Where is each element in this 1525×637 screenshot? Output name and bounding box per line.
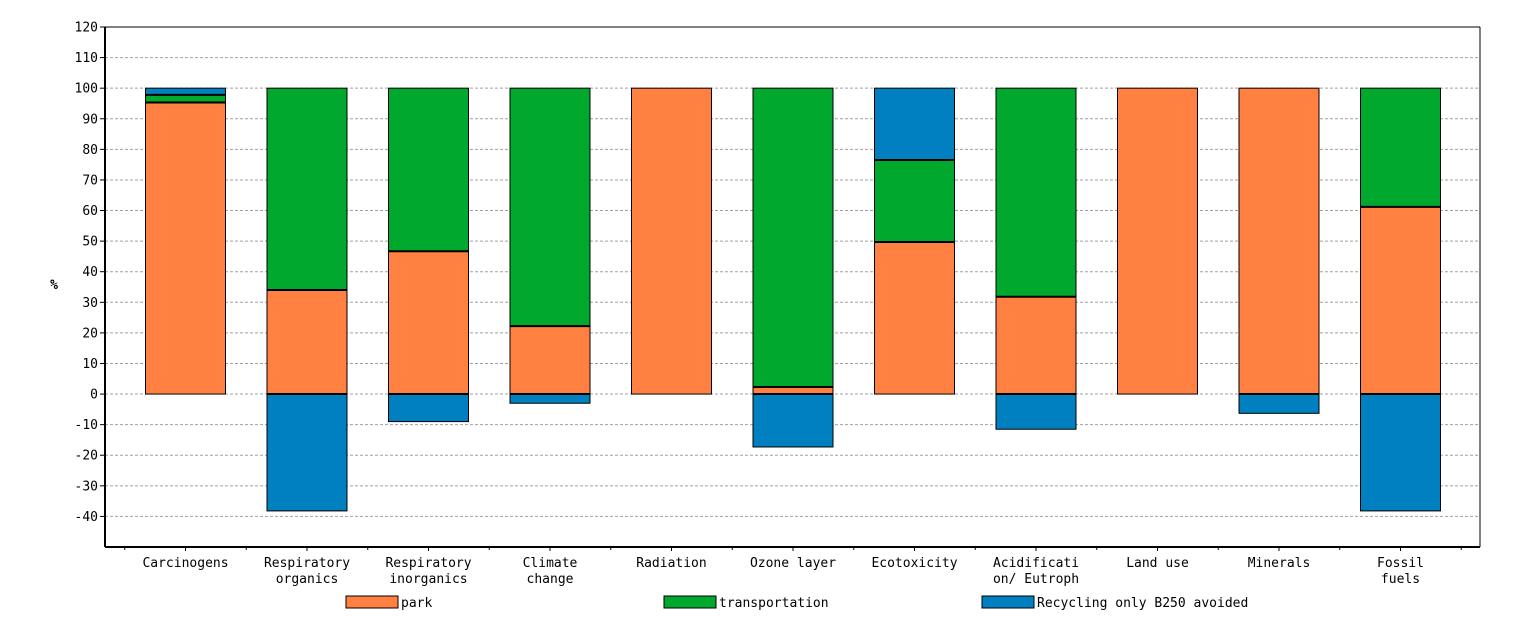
legend-swatch <box>345 595 399 609</box>
bar-segment <box>995 296 1077 395</box>
bar-segment <box>1238 393 1320 414</box>
bar-segment <box>388 87 469 252</box>
x-category-label: Carcinogens <box>142 556 228 571</box>
bar-segment <box>874 159 955 243</box>
bar-segment <box>1117 87 1198 395</box>
bar-segment <box>509 393 591 404</box>
bar-segment <box>995 87 1077 298</box>
y-tick-label: 50 <box>82 235 98 250</box>
y-tick-label: 100 <box>75 82 98 97</box>
bar-segment <box>752 393 834 448</box>
x-category-label: on/ Eutroph <box>993 572 1079 587</box>
bar-segment <box>145 94 226 104</box>
x-category-label: Respiratory <box>264 556 350 571</box>
bar-segment <box>266 87 348 291</box>
bar-segment <box>388 393 469 423</box>
bar-segment <box>145 102 226 395</box>
x-category-label: Ozone layer <box>750 556 836 571</box>
bar-segment <box>145 87 226 96</box>
bar-segment <box>752 386 834 395</box>
bar-segment <box>266 393 348 512</box>
x-category-label: fuels <box>1381 572 1420 587</box>
y-axis-label: % <box>50 278 58 293</box>
legend-entry-label: Recycling only B250 avoided <box>1037 596 1248 611</box>
bar-segment <box>509 87 591 327</box>
y-tick-label: 10 <box>82 357 98 372</box>
y-tick-label: 60 <box>82 204 98 219</box>
x-category-label: Radiation <box>636 556 706 571</box>
y-tick-label: 20 <box>82 326 98 341</box>
y-tick-label: -10 <box>75 418 98 433</box>
legend-entry-label: transportation <box>719 596 829 611</box>
legend-swatch <box>663 595 717 609</box>
bar-segment <box>1238 87 1320 395</box>
x-category-label: change <box>527 572 574 587</box>
y-tick-label: 90 <box>82 112 98 127</box>
y-tick-label: 30 <box>82 296 98 311</box>
bar-segment <box>631 87 712 395</box>
bar-segment <box>266 289 348 395</box>
bar-segment <box>509 325 591 395</box>
bar-segment <box>752 87 834 388</box>
x-category-label: organics <box>276 572 339 587</box>
bar-segment <box>874 241 955 395</box>
y-tick-label: 120 <box>75 21 98 36</box>
x-category-label: Ecotoxicity <box>871 556 957 571</box>
legend-entry-label: park <box>401 596 432 611</box>
x-category-label: Acidificati <box>993 556 1079 571</box>
y-tick-label: -40 <box>75 510 98 525</box>
y-tick-label: 0 <box>90 388 98 403</box>
x-axis-category-labels: Carcinogens RespiratoryorganicsRespirator… <box>142 556 1424 587</box>
x-category-label: Fossil <box>1377 556 1424 571</box>
bar-segment <box>874 87 955 161</box>
x-category-label: Respiratory <box>385 556 471 571</box>
legend-swatch <box>981 595 1035 609</box>
y-tick-label: -30 <box>75 479 98 494</box>
y-tick-label: 110 <box>75 51 98 66</box>
y-tick-label: 80 <box>82 143 98 158</box>
bar-segment <box>1360 393 1441 512</box>
y-tick-label: -20 <box>75 449 98 464</box>
bar-segment <box>995 393 1077 430</box>
x-category-label: Land use <box>1126 556 1189 571</box>
bar-segment <box>1360 206 1441 395</box>
bar-segment <box>1360 87 1441 208</box>
bars <box>145 87 1441 512</box>
legend: park transportation Recycling only B250 av… <box>345 595 1248 611</box>
y-tick-label: 40 <box>82 265 98 280</box>
x-category-label: Climate <box>523 556 578 571</box>
bar-segment <box>388 250 469 395</box>
y-tick-label: 70 <box>82 173 98 188</box>
x-category-label: Minerals <box>1248 556 1311 571</box>
x-category-label: inorganics <box>389 572 467 587</box>
axes <box>104 26 1481 551</box>
